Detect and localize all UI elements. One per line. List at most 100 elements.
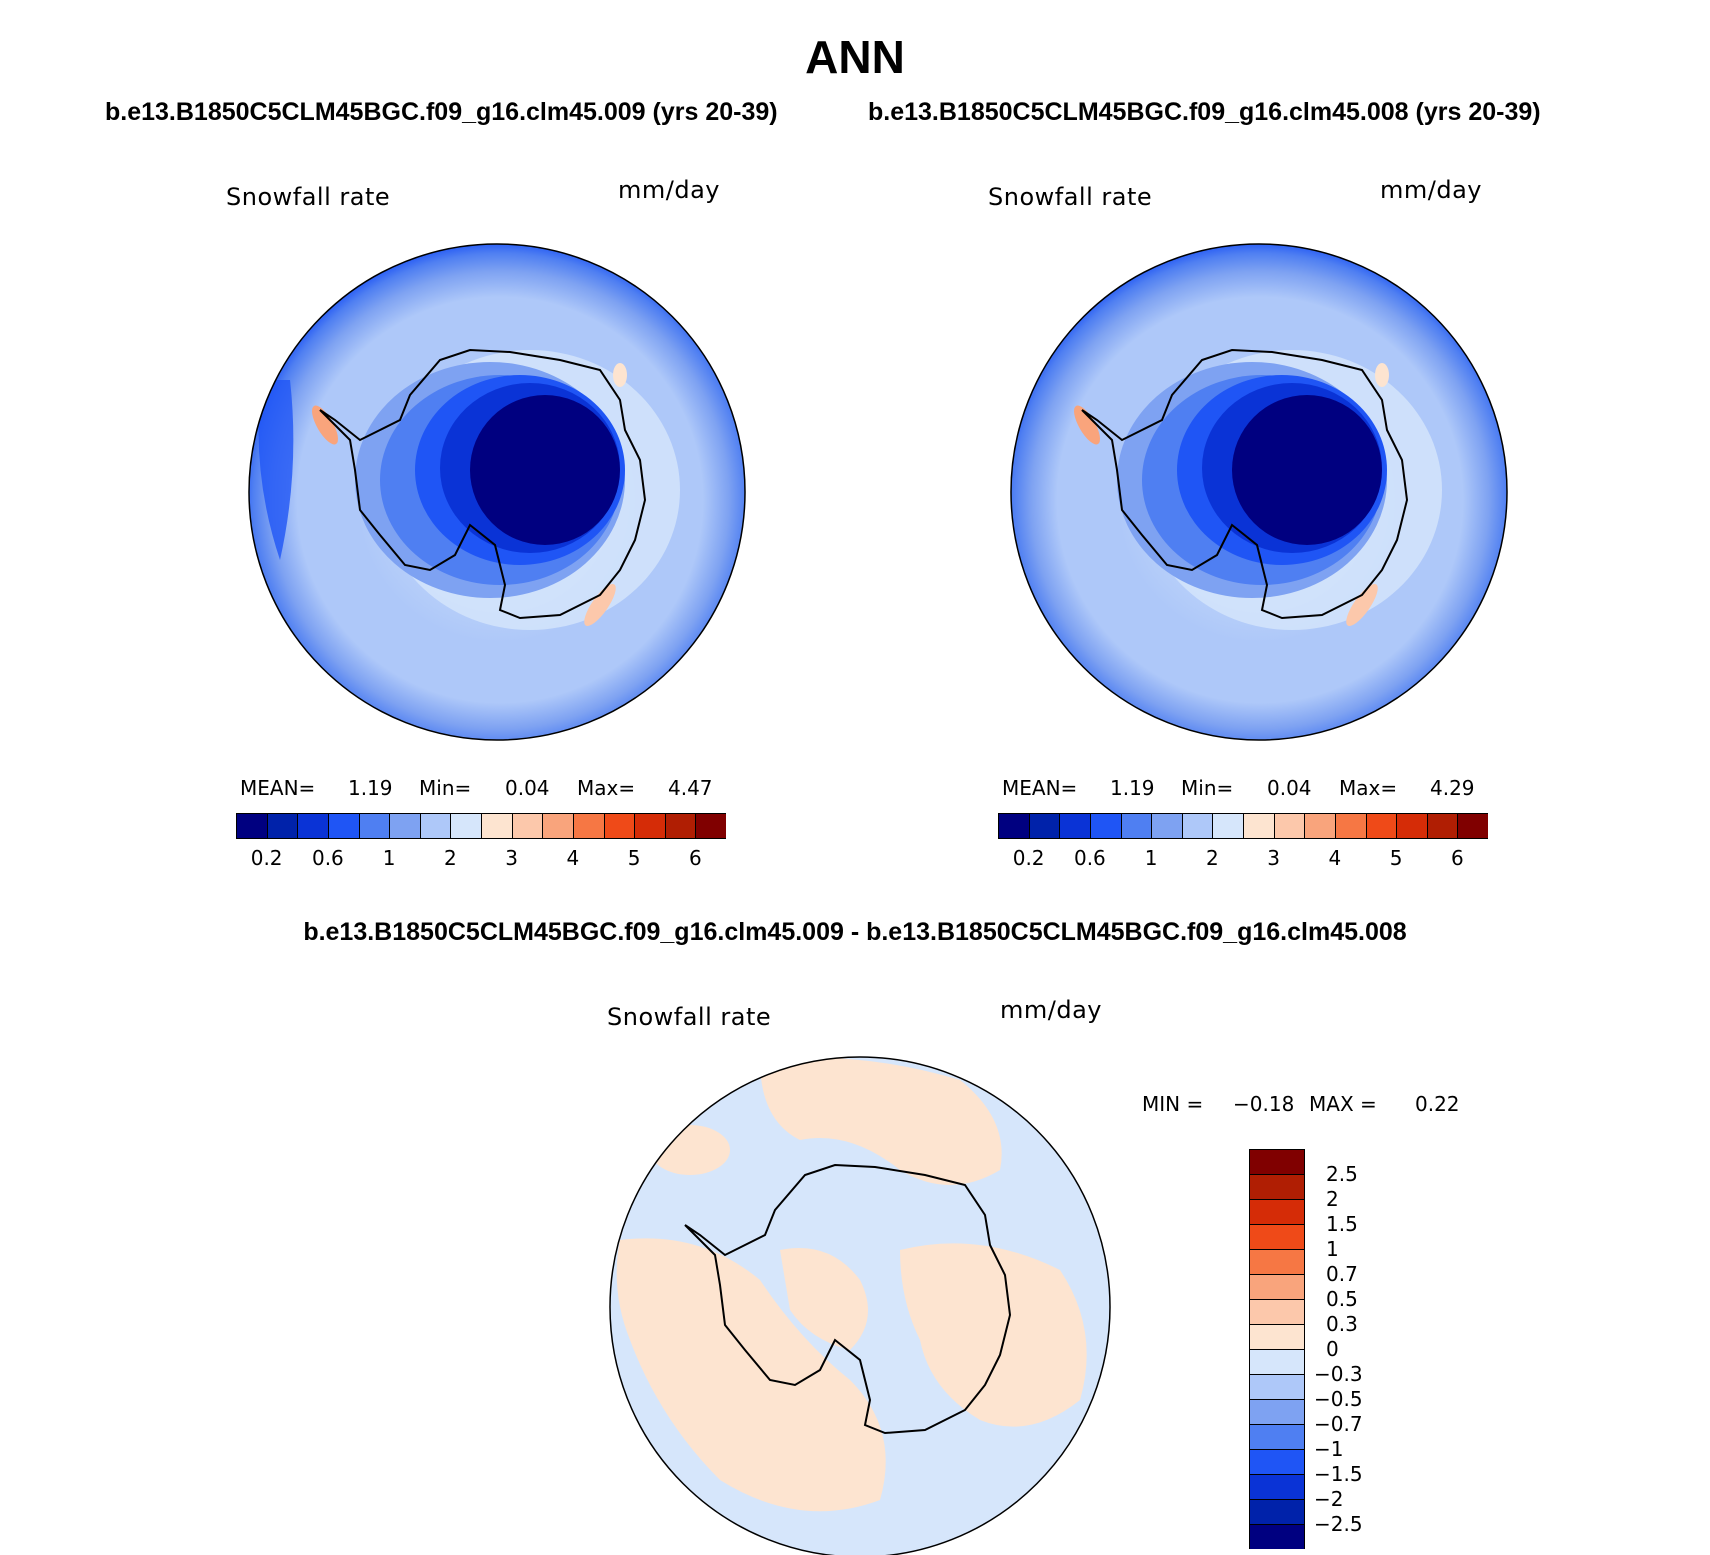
colorbar-swatch [481,813,512,839]
panel1-mean-label: MEAN= [240,776,316,800]
colorbar-tick-label: 6 [689,846,702,870]
colorbar-swatch [1243,813,1274,839]
colorbar-tick-label: 2 [1326,1187,1339,1211]
colorbar-tick-label: 0.5 [1326,1287,1358,1311]
colorbar-swatch [1249,1174,1305,1199]
colorbar-swatch [1249,1349,1305,1374]
colorbar-tick-label: 1 [1326,1237,1339,1261]
colorbar-swatch [603,813,635,839]
colorbar-swatch [1249,1474,1305,1499]
panel3-max-label: MAX = [1309,1092,1377,1116]
panel1-min-label: Min= [419,776,472,800]
colorbar-tick-label: 0.6 [311,846,344,870]
colorbar-tick-label: 1.5 [1326,1212,1358,1236]
colorbar-tick-label: 0 [1326,1337,1339,1361]
colorbar-swatch [1249,1499,1305,1524]
colorbar-swatch [511,813,543,839]
colorbar-tick-label: 3 [1267,846,1280,870]
colorbar-tick-label: −0.3 [1314,1362,1363,1386]
panel3-variable-label: Snowfall rate [607,1003,772,1031]
colorbar-tick-label: 1 [1144,846,1158,870]
right-case-title: b.e13.B1850C5CLM45BGC.f09_g16.clm45.008 … [868,98,1541,126]
colorbar-tick-label: 0.2 [1012,846,1045,870]
panel1-min-value: 0.04 [505,776,550,800]
panel2-min-label: Min= [1181,776,1234,800]
colorbar-tick-label: 4 [1328,846,1342,870]
colorbar-tick-label: −1 [1314,1437,1344,1461]
colorbar-swatch [419,813,451,839]
panel1-units-label: mm/day [618,176,720,204]
colorbar-swatch [1249,1424,1305,1449]
panel1-colorbar-ticks: 0.2 0.6 1 2 3 4 5 6 [236,846,726,872]
figure-title: ANN [805,31,905,83]
colorbar-tick-label: 5 [627,846,641,870]
colorbar-swatch [1396,813,1427,839]
colorbar-swatch [1249,1324,1305,1349]
colorbar-swatch [1249,1299,1305,1324]
panel2-mean-label: MEAN= [1002,776,1078,800]
diff-title: b.e13.B1850C5CLM45BGC.f09_g16.clm45.009 … [303,918,1407,946]
colorbar-tick-label: 0.6 [1073,846,1106,870]
colorbar-swatch [1457,813,1488,839]
colorbar-tick-label: 0.7 [1326,1262,1358,1286]
panel2-units-label: mm/day [1380,176,1482,204]
panel2-colorbar-ticks: 0.2 0.6 1 2 3 4 5 6 [998,846,1488,872]
panel1-variable-label: Snowfall rate [226,183,391,211]
panel3-colorbar-ticks: 2.5 2 1.5 1 0.7 0.5 0.3 0 −0.3 −0.5 −0.7 −1 −1.5 −2 −2… [1314,1149,1404,1549]
colorbar-swatch [1304,813,1335,839]
colorbar-tick-label: 5 [1389,846,1403,870]
colorbar-swatch [297,813,328,839]
colorbar-swatch [327,813,359,839]
colorbar-swatch [664,813,696,839]
panel1-max-value: 4.47 [668,776,713,800]
colorbar-swatch [695,813,726,839]
colorbar-swatch [1249,1224,1305,1249]
panel1-colorbar [236,813,726,839]
colorbar-swatch [542,813,573,839]
colorbar-swatch [450,813,481,839]
panel1-max-label: Max= [577,776,636,800]
colorbar-tick-label: −2 [1314,1487,1344,1511]
colorbar-swatch [572,813,604,839]
colorbar-swatch [1249,1399,1305,1424]
colorbar-swatch [1249,1374,1305,1399]
panel2-mean-value: 1.19 [1110,776,1155,800]
panel2-max-label: Max= [1339,776,1398,800]
colorbar-tick-label: 0.3 [1326,1312,1358,1336]
panel3-min-label: MIN = [1142,1092,1204,1116]
panel2-min-value: 0.04 [1267,776,1312,800]
colorbar-swatch [1212,813,1243,839]
colorbar-swatch [1151,813,1182,839]
colorbar-swatch [1028,813,1060,839]
panel2-colorbar [998,813,1488,839]
colorbar-tick-label: 3 [505,846,518,870]
panel2-max-value: 4.29 [1430,776,1475,800]
colorbar-swatch [1181,813,1213,839]
colorbar-swatch [1365,813,1397,839]
colorbar-swatch [1249,1524,1305,1549]
colorbar-swatch [236,813,267,839]
colorbar-swatch [358,813,390,839]
colorbar-swatch [1426,813,1458,839]
panel3-min-value: −0.18 [1233,1092,1295,1116]
colorbar-swatch [1249,1274,1305,1299]
colorbar-swatch [998,813,1029,839]
colorbar-tick-label: 6 [1451,846,1464,870]
colorbar-swatch [1249,1149,1305,1174]
panel3-units-label: mm/day [1000,996,1102,1024]
colorbar-tick-label: 2 [1206,846,1219,870]
colorbar-tick-label: −2.5 [1314,1512,1363,1536]
colorbar-swatch [1334,813,1366,839]
colorbar-tick-label: 2.5 [1326,1162,1358,1186]
colorbar-swatch [266,813,298,839]
panel1-mean-value: 1.19 [348,776,393,800]
panel3-max-value: 0.22 [1415,1092,1460,1116]
colorbar-tick-label: −0.7 [1314,1412,1363,1436]
colorbar-swatch [1059,813,1090,839]
colorbar-swatch [1120,813,1152,839]
colorbar-tick-label: 0.2 [250,846,283,870]
colorbar-swatch [634,813,665,839]
colorbar-tick-label: 1 [382,846,396,870]
